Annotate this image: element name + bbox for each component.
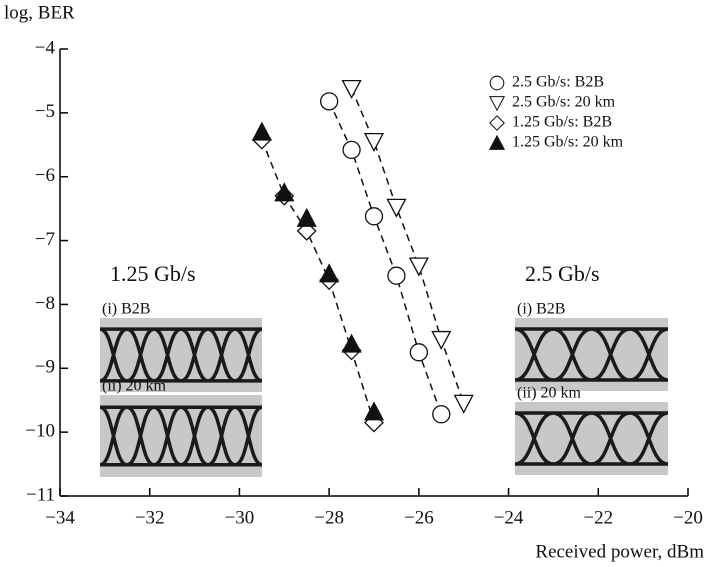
inset-panel-label: (ii) 20 km	[517, 385, 582, 402]
x-tick-label: −28	[314, 507, 344, 528]
inset-title: 2.5 Gb/s	[525, 261, 600, 286]
point	[366, 208, 383, 225]
inset-panel-label: (i) B2B	[517, 301, 565, 318]
point	[388, 267, 405, 284]
point	[275, 184, 293, 201]
legend-label: 1.25 Gb/s: 20 km	[512, 134, 624, 151]
y-tick-label: −10	[25, 421, 55, 442]
y-tick-label: −11	[26, 484, 55, 505]
dashed-line	[262, 140, 374, 423]
x-axis-label: Received power, dBm	[535, 541, 704, 562]
y-tick-label: −4	[35, 37, 56, 58]
point	[433, 406, 450, 423]
point	[343, 335, 361, 352]
y-tick-label: −5	[35, 101, 55, 122]
inset-panel-label: (i) B2B	[102, 301, 150, 318]
point	[343, 141, 360, 158]
x-tick-label: −24	[494, 507, 524, 528]
point	[455, 395, 473, 412]
x-tick-label: −26	[404, 507, 434, 528]
point	[410, 258, 428, 275]
y-tick-label: −7	[35, 229, 55, 250]
x-tick-label: −32	[135, 507, 165, 528]
point	[387, 199, 405, 216]
legend-marker	[490, 116, 504, 130]
y-tick-label: −8	[35, 293, 55, 314]
x-tick-label: −34	[45, 507, 75, 528]
point	[365, 403, 383, 420]
inset-title: 1.25 Gb/s	[110, 261, 196, 286]
point	[343, 81, 361, 98]
chart: log, BER Received power, dBm 1.25 Gb/s (i…	[0, 0, 706, 567]
point	[320, 265, 338, 282]
legend-label: 1.25 Gb/s: B2B	[512, 114, 612, 131]
legend-marker	[490, 136, 504, 150]
point	[298, 209, 316, 226]
x-tick-label: −22	[583, 507, 613, 528]
x-tick-label: −30	[225, 507, 255, 528]
legend-label: 2.5 Gb/s: 20 km	[512, 94, 616, 111]
y-tick-label: −9	[35, 357, 55, 378]
x-tick-label: −20	[673, 507, 703, 528]
legend-marker	[490, 76, 504, 90]
point	[365, 134, 383, 151]
point	[432, 332, 450, 349]
legend-label: 2.5 Gb/s: B2B	[512, 74, 604, 91]
point	[253, 123, 271, 140]
inset-panel-label: (ii) 20 km	[102, 378, 167, 395]
point	[321, 93, 338, 110]
y-tick-label: −6	[35, 165, 55, 186]
point	[410, 344, 427, 361]
legend-marker	[490, 97, 504, 111]
y-axis-label: log, BER	[4, 2, 75, 23]
